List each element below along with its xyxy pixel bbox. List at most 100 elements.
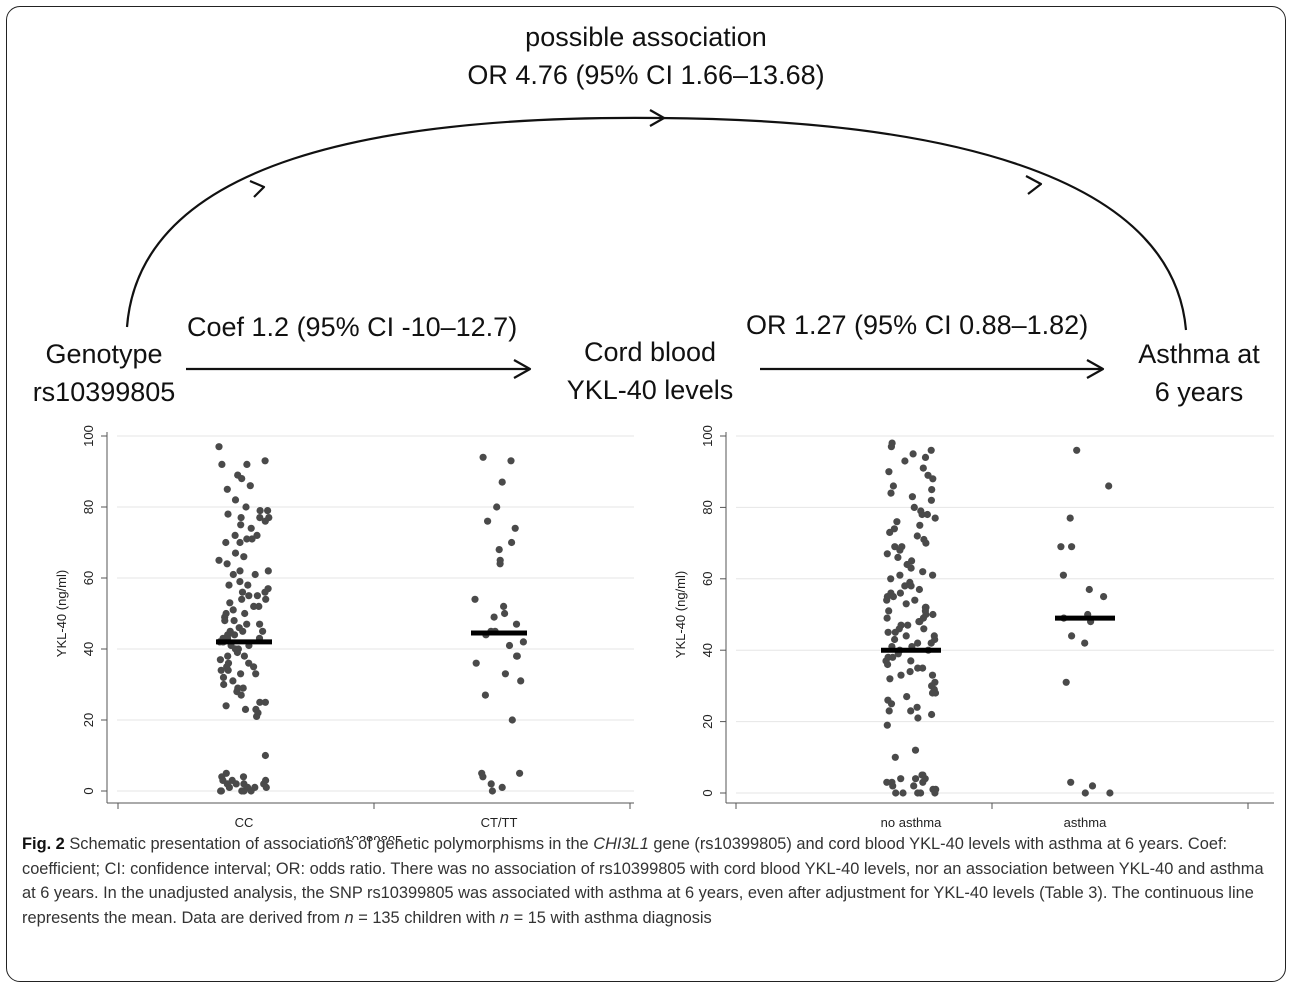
data-point <box>889 782 897 790</box>
data-point <box>883 778 891 786</box>
data-point <box>238 475 246 483</box>
data-point <box>885 607 893 615</box>
data-point <box>262 783 270 791</box>
data-point <box>490 613 498 621</box>
node-cord-line1: Cord blood <box>583 337 717 367</box>
y-axis-label: YKL-40 (ng/ml) <box>673 571 688 658</box>
y-tick-label: 40 <box>700 643 715 657</box>
category-label: asthma <box>1064 815 1107 830</box>
data-point <box>894 553 902 561</box>
data-point <box>250 663 258 671</box>
data-point <box>1066 514 1074 522</box>
data-point <box>896 589 904 597</box>
data-point <box>261 698 269 706</box>
data-point <box>226 599 234 607</box>
data-point <box>923 510 931 519</box>
data-point <box>253 531 261 539</box>
data-point <box>1105 482 1113 490</box>
data-point <box>222 702 230 710</box>
data-point <box>243 460 251 468</box>
data-point <box>487 780 495 788</box>
data-point <box>248 535 256 543</box>
data-point <box>247 524 255 532</box>
data-point <box>927 639 935 647</box>
data-point <box>891 635 899 644</box>
data-point <box>884 660 892 669</box>
data-point <box>236 538 244 547</box>
data-point <box>929 475 937 483</box>
data-point <box>915 585 923 594</box>
data-point <box>911 746 920 754</box>
data-point <box>218 460 226 468</box>
y-tick-label: 20 <box>81 713 96 727</box>
data-point <box>891 628 899 636</box>
data-point <box>256 514 264 522</box>
data-point <box>1106 789 1114 797</box>
data-point <box>897 671 905 679</box>
y-tick-label: 20 <box>700 714 715 728</box>
data-point <box>887 489 895 497</box>
data-point <box>253 712 261 720</box>
top-association-label: possible association OR 4.76 (95% CI 1.6… <box>446 18 846 94</box>
data-point <box>1085 585 1093 594</box>
data-point <box>230 631 239 639</box>
data-point <box>229 606 237 614</box>
y-tick-label: 80 <box>700 500 715 514</box>
data-point <box>896 546 904 554</box>
data-point <box>472 659 480 667</box>
data-point <box>887 443 895 451</box>
top-label-line1: possible association <box>525 22 767 52</box>
data-point <box>481 691 489 699</box>
data-point <box>519 638 528 646</box>
data-point <box>239 627 247 635</box>
data-point <box>1057 543 1065 551</box>
data-point <box>508 538 516 547</box>
data-point <box>897 775 905 783</box>
data-point <box>1068 543 1076 551</box>
data-point <box>224 666 232 674</box>
data-point <box>909 450 917 458</box>
data-point <box>889 482 897 490</box>
data-point <box>919 664 927 672</box>
data-point <box>237 514 245 522</box>
data-point <box>908 493 916 501</box>
data-point <box>912 775 920 783</box>
data-point <box>918 510 926 519</box>
data-point <box>261 751 269 760</box>
data-point <box>889 653 897 661</box>
data-point <box>919 568 927 576</box>
data-point <box>495 546 503 554</box>
data-point <box>240 553 248 561</box>
data-point <box>931 514 939 522</box>
data-point <box>239 773 248 781</box>
data-point <box>498 478 506 486</box>
data-point <box>247 787 255 795</box>
data-point <box>225 783 233 791</box>
data-point <box>913 703 921 711</box>
data-point <box>246 482 254 490</box>
data-point <box>1067 778 1075 786</box>
arc-arrowhead-right <box>1025 175 1043 195</box>
data-point <box>927 496 935 504</box>
data-point <box>479 453 487 461</box>
data-point <box>216 656 224 664</box>
chart-ykl40-asthma: 0 20 40 60 80 100 YKL-40 (ng/ml) no asthma asthm… <box>673 425 1274 830</box>
y-tick-label: 100 <box>81 425 96 447</box>
data-point <box>903 693 911 701</box>
data-point <box>493 503 501 511</box>
chart-genotype-ykl40: 0 20 40 60 80 100 YKL-40 (ng/ml) CC CT/TT rs10399… <box>54 425 634 840</box>
data-point <box>1062 678 1070 686</box>
data-point <box>907 564 915 572</box>
data-point <box>886 675 894 683</box>
data-point <box>917 789 925 797</box>
data-point <box>507 457 515 465</box>
data-point <box>224 510 232 518</box>
data-point <box>916 618 924 626</box>
data-point <box>929 610 937 619</box>
data-point <box>1059 571 1067 579</box>
data-point <box>512 620 521 628</box>
y-axis-label: YKL-40 (ng/ml) <box>54 570 69 657</box>
data-point <box>241 705 250 713</box>
data-point <box>922 539 930 547</box>
